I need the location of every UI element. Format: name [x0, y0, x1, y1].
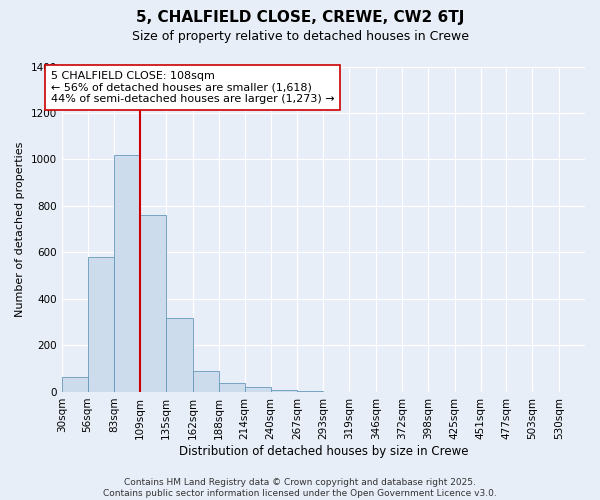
Bar [193, 371, 219, 392]
Bar [219, 384, 245, 392]
Bar [140, 216, 166, 392]
Y-axis label: Number of detached properties: Number of detached properties [15, 142, 25, 317]
Text: Size of property relative to detached houses in Crewe: Size of property relative to detached ho… [131, 30, 469, 43]
Bar [115, 155, 140, 392]
Text: 5 CHALFIELD CLOSE: 108sqm
← 56% of detached houses are smaller (1,618)
44% of se: 5 CHALFIELD CLOSE: 108sqm ← 56% of detac… [50, 71, 334, 104]
X-axis label: Distribution of detached houses by size in Crewe: Distribution of detached houses by size … [179, 444, 468, 458]
Bar [271, 390, 298, 392]
Bar [62, 377, 88, 392]
Text: 5, CHALFIELD CLOSE, CREWE, CW2 6TJ: 5, CHALFIELD CLOSE, CREWE, CW2 6TJ [136, 10, 464, 25]
Bar [166, 318, 193, 392]
Bar [88, 257, 115, 392]
Text: Contains HM Land Registry data © Crown copyright and database right 2025.
Contai: Contains HM Land Registry data © Crown c… [103, 478, 497, 498]
Bar [245, 388, 271, 392]
